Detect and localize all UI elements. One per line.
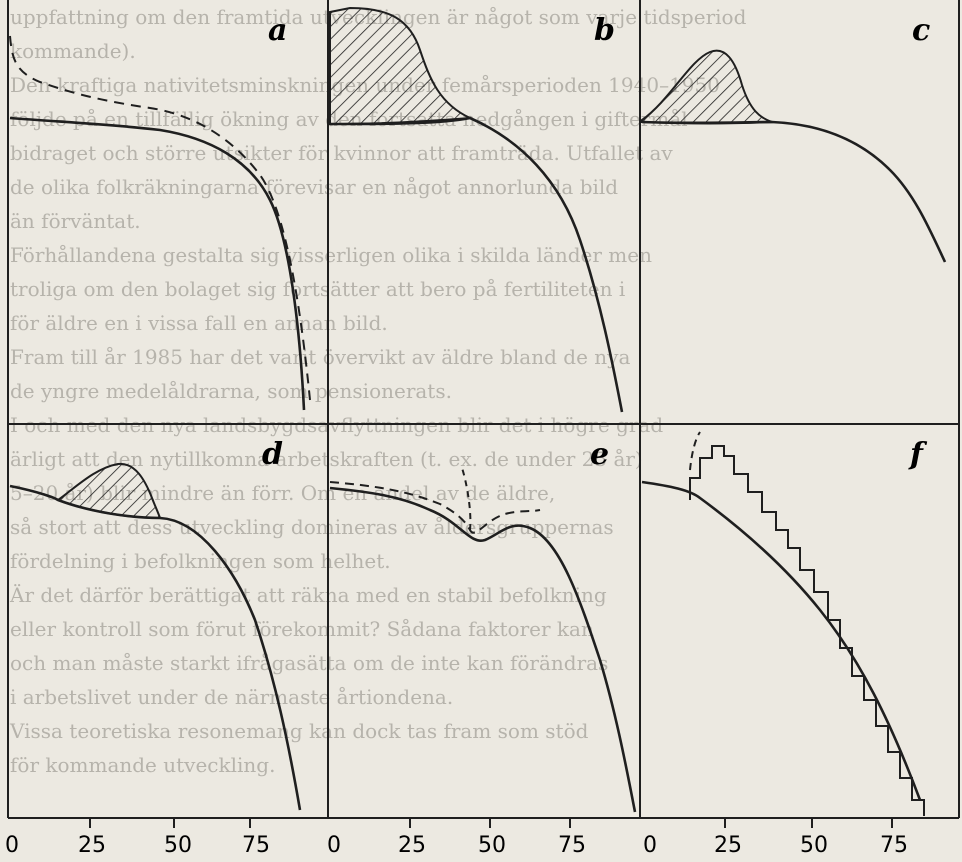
background-text-line: Vissa teoretiska resonemang kan dock tas… (10, 719, 589, 743)
panel-label-b: b (594, 13, 615, 48)
panel-label-e: e (590, 437, 609, 472)
tick-label: 0 (643, 833, 657, 858)
background-text-line: i arbetslivet under de närmaste årtionde… (10, 685, 454, 709)
tick-label: 25 (398, 833, 426, 858)
background-text-line: följde på en tillfällig ökning av den fo… (10, 107, 688, 131)
panel-e-curves (329, 467, 637, 813)
tick-label: 25 (714, 833, 742, 858)
background-text-line: de olika folkräkningarna förevisar en nå… (10, 175, 619, 199)
panel-label-d: d (262, 437, 283, 472)
panel-label-f: f (908, 437, 928, 472)
tick-label: 0 (327, 833, 341, 858)
background-text-line: fördelning i befolkningen som helhet. (10, 549, 391, 573)
background-text-line: för kommande utveckling. (10, 753, 276, 777)
tick-label: 0 (5, 833, 19, 858)
tick-label: 50 (800, 833, 828, 858)
panel-a-curves (9, 35, 311, 411)
tick-label: 25 (78, 833, 106, 858)
tick-label: 75 (558, 833, 586, 858)
panel-label-a: a (268, 13, 287, 48)
tick-label: 75 (242, 833, 270, 858)
panel-c-curves (641, 49, 947, 263)
tick-label: 75 (880, 833, 908, 858)
panel-d-curves (9, 462, 302, 811)
panel-f-curves (641, 431, 925, 816)
x-axis-tick-marks (89, 818, 893, 828)
background-text-line: Fram till år 1985 har det varit övervikt… (10, 345, 631, 369)
background-text-line: än förväntat. (10, 209, 141, 233)
background-text-line: så stort att dess utveckling domineras a… (10, 515, 614, 539)
background-text-line: ärligt att den nytillkomna arbetskraften… (10, 447, 643, 471)
background-text-line: för äldre en i vissa fall en annan bild. (10, 311, 388, 335)
background-text-line: de yngre medelåldrarna, som pensionerats… (10, 379, 452, 403)
panel-grid (7, 0, 960, 819)
background-text-line: bidraget och större utsikter för kvinnor… (10, 141, 673, 165)
x-axis-tick-labels: 0 25 50 75 0 25 50 75 0 25 50 75 (5, 833, 908, 858)
background-text-line: eller kontroll som förut förekommit? Såd… (10, 617, 594, 641)
background-text-line: troliga om den bolaget sig fortsätter at… (10, 277, 626, 301)
background-text-line: Är det därför berättigat att räkna med e… (10, 583, 607, 607)
panel-label-c: c (912, 13, 930, 48)
background-text-line: kommande). (10, 39, 136, 63)
background-text-line: Förhållandena gestalta sig visserligen o… (10, 243, 652, 267)
panel-b-curves (329, 6, 624, 413)
tick-label: 50 (478, 833, 506, 858)
tick-label: 50 (164, 833, 192, 858)
